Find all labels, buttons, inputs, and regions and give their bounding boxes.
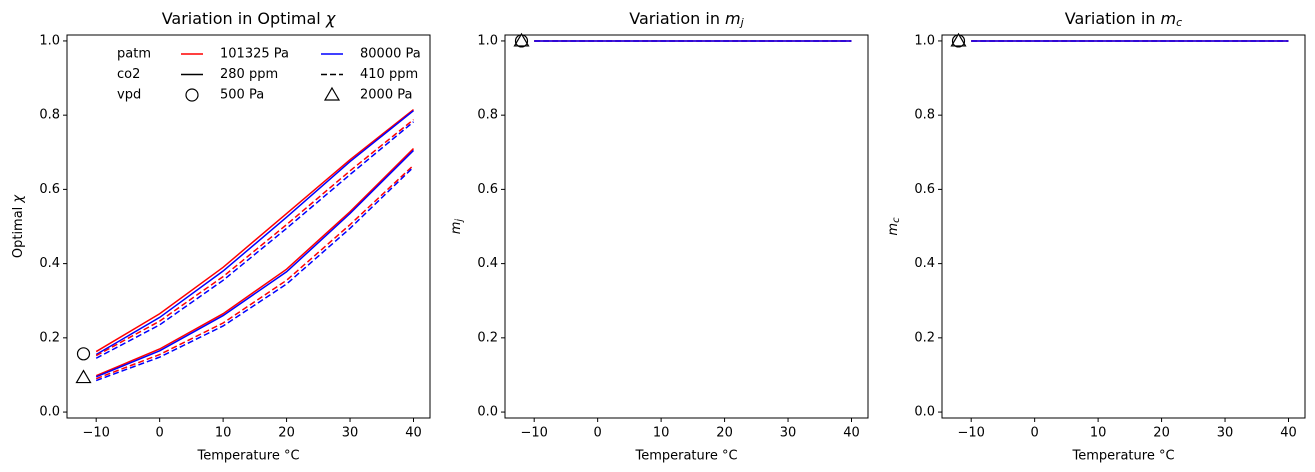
y-tick-label: 0.2 [477, 330, 498, 345]
series-line [95, 109, 414, 353]
legend-label: 500 Pa [220, 88, 264, 103]
x-tick-label: −10 [957, 426, 984, 441]
x-tick-label: −10 [520, 426, 547, 441]
legend-label: 2000 Pa [360, 88, 412, 103]
legend-marker [185, 88, 199, 102]
y-tick-label: 0.4 [39, 256, 60, 271]
legend-label: 80000 Pa [360, 47, 421, 62]
plot-frame [66, 34, 431, 419]
y-label-text: Optimal [11, 203, 26, 259]
title-symbol: m [725, 9, 741, 28]
y-label-symbol: m [886, 223, 901, 236]
series-line [95, 149, 415, 378]
y-axis-label: Optimal χ [11, 194, 26, 259]
marker [75, 369, 92, 384]
x-tick-label: 20 [278, 426, 295, 441]
y-tick-label: 1.0 [39, 33, 60, 48]
x-tick-label: 10 [653, 426, 670, 441]
y-label-symbol: χ [11, 194, 26, 204]
chart-title: Variation in mc [1065, 9, 1182, 30]
plot-frame [504, 34, 869, 419]
title-subscript: j [739, 16, 745, 29]
y-tick-label: 0.6 [39, 182, 60, 197]
marker [76, 347, 91, 361]
x-tick-label: 0 [1031, 426, 1039, 441]
chart-title: Variation in mj [629, 9, 744, 30]
x-tick-label: 40 [405, 426, 422, 441]
x-tick-label: 30 [1217, 426, 1234, 441]
y-label-symbol: m [449, 222, 464, 235]
y-tick-label: 0.6 [914, 182, 935, 197]
series-line [95, 166, 415, 382]
marker [950, 32, 967, 47]
y-axis-label: mc [886, 217, 903, 236]
x-tick-label: 30 [780, 426, 797, 441]
legend-row-label: co2 [117, 67, 140, 82]
legend-row-label: patm [117, 47, 151, 62]
x-tick-label: 30 [342, 426, 359, 441]
x-tick-label: 0 [156, 426, 164, 441]
plot-frame [941, 34, 1306, 419]
series-line [95, 148, 415, 377]
title-subscript: c [1176, 16, 1182, 29]
y-tick-label: 0.8 [914, 108, 935, 123]
y-tick-label: 0.8 [39, 108, 60, 123]
x-tick-label: 20 [1153, 426, 1170, 441]
y-tick-label: 0.2 [914, 330, 935, 345]
x-tick-label: 40 [1280, 426, 1297, 441]
legend-label: 101325 Pa [220, 47, 289, 62]
y-tick-label: 0.0 [39, 405, 60, 420]
legend-label: 280 ppm [220, 67, 278, 82]
y-tick-label: 0.0 [914, 405, 935, 420]
series-line [95, 110, 414, 356]
x-tick-label: 10 [1090, 426, 1107, 441]
chart-title: Variation in Optimal χ [162, 9, 336, 28]
x-tick-label: 10 [215, 426, 232, 441]
marker [513, 32, 530, 47]
series-line [95, 121, 414, 359]
legend-row-label: vpd [117, 88, 141, 103]
y-tick-label: 0.2 [39, 330, 60, 345]
x-axis-label: Temperature °C [634, 449, 737, 464]
y-tick-label: 0.6 [477, 182, 498, 197]
y-tick-label: 0.4 [914, 256, 935, 271]
y-tick-label: 0.8 [477, 108, 498, 123]
x-axis-label: Temperature °C [196, 449, 299, 464]
title-text: Variation in Optimal [162, 9, 326, 28]
y-label-subscript: c [891, 217, 902, 223]
y-tick-label: 0.0 [477, 405, 498, 420]
title-symbol: χ [325, 9, 336, 28]
title-symbol: m [1161, 9, 1177, 28]
x-tick-label: 40 [843, 426, 860, 441]
y-tick-label: 0.4 [477, 256, 498, 271]
x-tick-label: 0 [594, 426, 602, 441]
x-tick-label: −10 [82, 426, 109, 441]
y-axis-label: mj [449, 219, 466, 235]
title-text: Variation in [1065, 9, 1161, 28]
y-label-subscript: j [454, 219, 465, 224]
series-line [95, 164, 415, 380]
y-tick-label: 1.0 [477, 33, 498, 48]
legend-label: 410 ppm [360, 67, 418, 82]
y-tick-label: 1.0 [914, 33, 935, 48]
x-axis-label: Temperature °C [1071, 449, 1174, 464]
x-tick-label: 20 [716, 426, 733, 441]
title-text: Variation in [629, 9, 725, 28]
legend-marker [323, 86, 341, 101]
series-line [95, 119, 414, 357]
